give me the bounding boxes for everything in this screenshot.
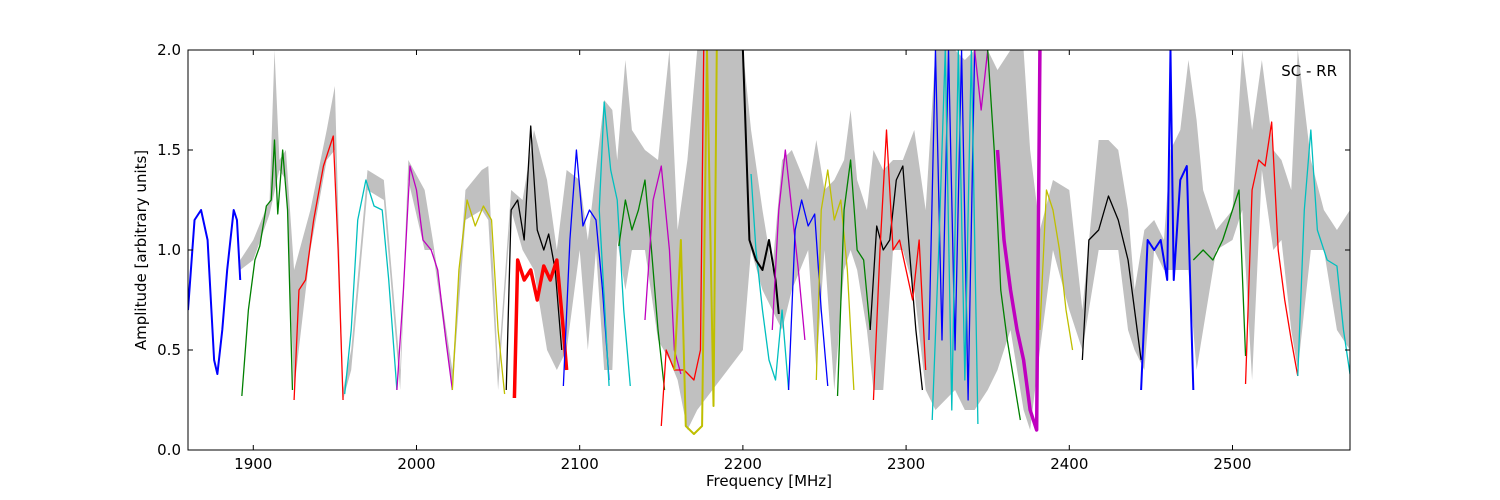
series-line-27 bbox=[995, 50, 1042, 432]
x-tick-label: 1900 bbox=[234, 455, 272, 473]
series-line-31 bbox=[1192, 189, 1247, 357]
series-line-1 bbox=[188, 209, 242, 375]
series-line-18 bbox=[787, 199, 829, 391]
series-line-17 bbox=[771, 149, 806, 341]
y-axis-label: Amplitude [arbitrary units] bbox=[132, 150, 150, 350]
y-tick-label: 0.5 bbox=[157, 341, 181, 359]
series-line-26 bbox=[987, 50, 1021, 421]
y-tick-label: 1.0 bbox=[157, 241, 181, 259]
axis-ticks: 1900 2000 2100 2200 2300 2400 2500 0.0 0.5 1.0 1.5… bbox=[157, 41, 1350, 473]
series-line-28 bbox=[1039, 189, 1074, 351]
x-tick-label: 2300 bbox=[887, 455, 925, 473]
series-line-5 bbox=[396, 165, 454, 391]
x-axis-label: Frequency [MHz] bbox=[706, 472, 832, 490]
series-line-2 bbox=[241, 139, 294, 397]
series-line-21 bbox=[869, 165, 924, 391]
series-line-9 bbox=[562, 149, 610, 387]
x-tick-label: 2400 bbox=[1050, 455, 1088, 473]
series-line-22 bbox=[872, 129, 927, 401]
x-tick-label: 2200 bbox=[724, 455, 762, 473]
y-tick-label: 0.0 bbox=[157, 441, 181, 459]
x-tick-label: 2000 bbox=[397, 455, 435, 473]
plot-area bbox=[188, 50, 1350, 435]
series-line-3 bbox=[293, 135, 344, 401]
series-line-30 bbox=[1140, 50, 1195, 391]
series-line-24 bbox=[931, 50, 979, 425]
series-line-33 bbox=[1297, 129, 1350, 377]
series-line-25 bbox=[973, 50, 989, 111]
series-line-4 bbox=[344, 179, 398, 395]
series-line-10 bbox=[598, 101, 631, 387]
y-tick-label: 2.0 bbox=[157, 41, 181, 59]
series-line-15 bbox=[750, 173, 790, 391]
series-line-14 bbox=[673, 50, 718, 435]
series-line-23 bbox=[928, 50, 976, 401]
y-tick-label: 1.5 bbox=[157, 141, 181, 159]
series-line-6 bbox=[451, 199, 506, 395]
x-tick-label: 2500 bbox=[1213, 455, 1251, 473]
series-line-32 bbox=[1244, 121, 1299, 385]
series-line-19 bbox=[815, 169, 855, 391]
x-tick-label: 2100 bbox=[561, 455, 599, 473]
series-line-11 bbox=[618, 179, 666, 391]
annotation-label: SC - RR bbox=[1281, 62, 1337, 80]
series-line-7 bbox=[505, 125, 563, 391]
series-line-29 bbox=[1081, 195, 1142, 361]
series-line-20 bbox=[836, 159, 871, 397]
series-line-8 bbox=[512, 258, 569, 399]
